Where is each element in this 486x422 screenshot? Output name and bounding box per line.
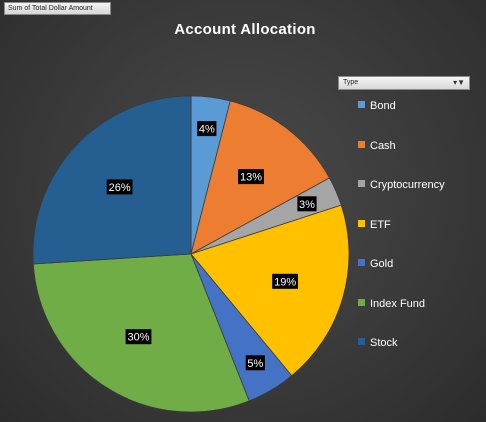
data-label-index-fund: 30% <box>125 329 152 345</box>
type-filter-label: Type <box>343 79 359 86</box>
data-label-etf: 19% <box>272 273 298 289</box>
data-label-text: 5% <box>247 358 263 370</box>
data-label-box <box>238 169 264 185</box>
pivot-value-field-button[interactable]: Sum of Total Dollar Amount <box>4 2 111 15</box>
data-label-text: 30% <box>127 332 149 344</box>
data-label-box <box>197 121 217 137</box>
data-label-box <box>245 355 265 371</box>
data-label-cryptocurrency: 3% <box>297 196 317 212</box>
filter-dropdown-icon[interactable]: ▾▼ <box>453 78 465 87</box>
data-label-text: 19% <box>274 276 296 288</box>
data-label-cash: 13% <box>238 169 264 185</box>
legend-swatch <box>358 180 365 187</box>
data-label-box <box>106 179 133 195</box>
legend-swatch <box>358 101 365 108</box>
pie-slices <box>32 95 350 413</box>
legend-label: Gold <box>370 258 394 270</box>
pie-data-labels: 4% 13% 3% 19% 5% 30% 26% <box>106 121 317 371</box>
data-label-bond: 4% <box>197 121 217 137</box>
legend-swatch <box>358 140 365 148</box>
legend-swatch <box>358 298 365 306</box>
legend-label: ETF <box>370 218 391 231</box>
data-label-text: 26% <box>109 182 131 194</box>
legend-item-cash[interactable]: Cash <box>358 139 396 153</box>
chart-title: Account Allocation <box>174 21 316 38</box>
legend-item-etf[interactable]: ETF <box>358 218 391 232</box>
legend-label: Stock <box>370 337 398 349</box>
type-filter-dropdown[interactable]: Type ▾▼ <box>338 76 470 90</box>
legend-swatch <box>358 219 365 227</box>
legend-label: Bond <box>370 100 396 112</box>
legend-label: Index Fund <box>370 297 426 310</box>
legend-item-bond[interactable]: Bond <box>358 99 396 113</box>
data-label-box <box>297 196 317 212</box>
legend-item-cryptocurrency[interactable]: Cryptocurrency <box>358 178 445 192</box>
legend-swatch <box>358 338 365 345</box>
data-label-text: 13% <box>240 172 262 184</box>
data-label-box <box>125 329 152 345</box>
pie-slice-etf[interactable] <box>190 204 350 377</box>
legend-swatch <box>358 259 365 266</box>
data-label-text: 4% <box>199 124 215 136</box>
data-label-stock: 26% <box>106 179 133 195</box>
legend-label: Cash <box>370 139 396 152</box>
legend-item-index-fund[interactable]: Index Fund <box>358 297 425 311</box>
legend-label: Cryptocurrency <box>370 179 445 191</box>
data-label-box <box>272 273 298 289</box>
data-label-gold: 5% <box>245 355 265 371</box>
legend-item-gold[interactable]: Gold <box>358 257 393 271</box>
legend-item-stock[interactable]: Stock <box>358 336 398 350</box>
data-label-text: 3% <box>299 199 315 211</box>
